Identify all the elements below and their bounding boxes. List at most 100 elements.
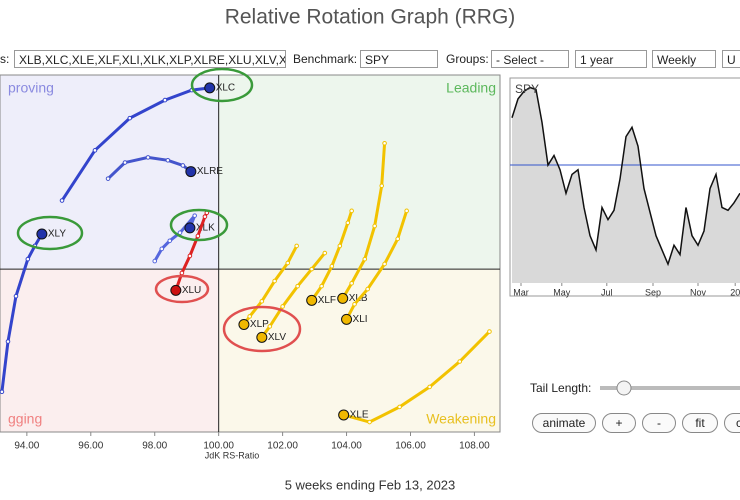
- tail-point: [365, 286, 370, 292]
- period-select[interactable]: 1 year: [575, 50, 647, 68]
- series-label: XLU: [182, 285, 201, 296]
- tail-point: [127, 115, 133, 121]
- quadrant: [218, 75, 500, 270]
- x-tick-label: 20: [730, 287, 740, 297]
- frequency-select[interactable]: Weekly: [652, 50, 716, 68]
- update-button[interactable]: U: [722, 50, 740, 68]
- head-point: [238, 318, 250, 330]
- highlight: [222, 305, 302, 353]
- zoom-out-button[interactable]: -: [642, 413, 676, 433]
- highlight: [190, 67, 254, 103]
- x-tick-label: Jul: [601, 287, 613, 297]
- tail-point: [487, 329, 492, 334]
- tail-point: [404, 208, 409, 214]
- tail-point: [379, 183, 385, 189]
- tail-point: [352, 301, 357, 307]
- x-tick-label: 94.00: [14, 441, 39, 452]
- x-tick-label: 98.00: [142, 441, 167, 452]
- tail-point: [25, 256, 31, 262]
- tail-point: [362, 256, 368, 262]
- series-label: XLRE: [197, 166, 223, 177]
- x-tick-label: 106.00: [395, 441, 426, 452]
- groups-select[interactable]: - Select -: [491, 50, 569, 68]
- tail-length-label: Tail Length:: [530, 381, 592, 395]
- tail-point: [272, 278, 277, 284]
- tail: [342, 330, 491, 424]
- symbols-input[interactable]: XLB,XLC,XLE,XLF,XLI,XLK,XLP,XLRE,XLU,XLV…: [14, 50, 286, 68]
- series-label: XLF: [318, 295, 336, 306]
- price-line: [511, 86, 740, 267]
- tail-point: [349, 208, 354, 214]
- clear-button[interactable]: c: [724, 413, 740, 433]
- benchmark-chart: SPY Mar May Jul Sep Nov 20: [509, 77, 740, 297]
- tail-point: [267, 324, 273, 329]
- tail-point: [162, 97, 168, 103]
- x-tick-label: Mar: [513, 287, 529, 297]
- animate-button[interactable]: animate: [532, 413, 596, 433]
- tail: [345, 209, 409, 321]
- x-axis-label: JdK RS-Ratio: [205, 450, 260, 460]
- head-point: [256, 331, 268, 343]
- tail-point: [202, 214, 208, 219]
- tail-point: [59, 198, 65, 203]
- footer: 5 weeks ending Feb 13, 2023: [285, 477, 456, 492]
- series-label: XLE: [350, 410, 369, 421]
- quadrant-label: proving: [8, 80, 54, 96]
- tail: [0, 232, 44, 394]
- quadrant-label: gging: [8, 411, 42, 427]
- series-label: XLI: [353, 314, 368, 325]
- benchmark-label: Benchmark:: [293, 52, 358, 66]
- quadrant: [0, 269, 219, 432]
- tail-point: [382, 261, 387, 267]
- head-point: [204, 82, 216, 94]
- highlight: [169, 208, 229, 242]
- tail-point: [165, 158, 171, 163]
- head-point: [337, 292, 349, 304]
- tail-point: [92, 148, 98, 153]
- tail-point: [295, 283, 300, 289]
- head-point: [306, 294, 318, 306]
- page-title: Relative Rotation Graph (RRG): [225, 6, 516, 29]
- fit-button[interactable]: fit: [682, 413, 718, 433]
- quadrant-label: Weakening: [426, 411, 496, 427]
- x-tick-label: 100.00: [203, 441, 234, 452]
- tail-point: [195, 233, 201, 239]
- tail-point: [345, 220, 351, 226]
- benchmark-input[interactable]: SPY: [360, 50, 438, 68]
- series-label: XLV: [268, 332, 286, 343]
- x-tick-label: 104.00: [331, 441, 362, 452]
- x-tick-label: May: [553, 287, 571, 297]
- x-tick-label: 102.00: [267, 441, 298, 452]
- tail-point: [395, 236, 400, 242]
- series-label: XLY: [48, 229, 66, 240]
- tail: [341, 141, 387, 300]
- symbols-label: s:: [0, 52, 10, 66]
- x-tick-label: Sep: [645, 287, 661, 297]
- tail-point: [0, 389, 5, 395]
- tail-point: [337, 243, 343, 249]
- series-label: XLK: [196, 223, 215, 234]
- highlight: [16, 215, 84, 251]
- tail-point: [457, 359, 463, 364]
- tail-point: [159, 246, 165, 252]
- head-point: [36, 228, 48, 240]
- tail-point: [5, 339, 11, 344]
- tail-point: [382, 140, 387, 146]
- tail: [60, 86, 212, 203]
- rrg-chart: proving Leading gging Weakening 94.00 96.00 98…: [0, 67, 501, 460]
- tail-point: [145, 155, 151, 160]
- tail-point: [187, 253, 193, 259]
- tail-point: [152, 258, 158, 264]
- tail-point: [349, 280, 354, 286]
- tail-point: [122, 160, 128, 165]
- zoom-in-button[interactable]: +: [602, 413, 636, 433]
- tail-point: [192, 213, 197, 218]
- tail-point: [319, 283, 324, 289]
- tail-point: [177, 230, 183, 236]
- tail-point: [427, 384, 432, 390]
- tail-slider-knob[interactable]: [616, 380, 632, 396]
- head-point: [338, 409, 350, 421]
- head-point: [170, 284, 182, 296]
